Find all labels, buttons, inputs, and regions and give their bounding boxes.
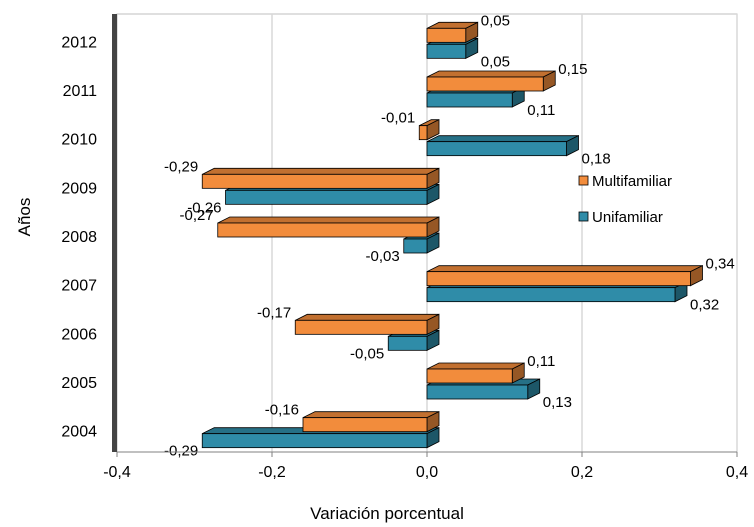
data-label-multifamiliar: -0,17 [257, 304, 291, 321]
data-label-multifamiliar: -0,27 [180, 207, 214, 224]
bar-front [201, 433, 428, 449]
data-label-multifamiliar: -0,01 [381, 110, 415, 127]
bar-front [302, 417, 428, 433]
bar-front [426, 287, 676, 303]
bar-top-face [426, 135, 579, 143]
bar-unifamiliar-2010 [426, 135, 579, 157]
bar-top-face [202, 167, 440, 175]
bar-front [426, 384, 529, 400]
bar-unifamiliar-2008 [403, 232, 440, 254]
bar-front [225, 189, 428, 205]
data-label-unifamiliar: 0,32 [690, 297, 719, 314]
x-tick-label: 0,0 [416, 464, 438, 481]
bar-top-face [426, 362, 525, 370]
bar-labels: 0,05 0,05 0,15 0,11 -0,01 0,18 -0,29 -0,26-0,27… [164, 12, 735, 459]
y-tick-label: 2011 [63, 83, 98, 100]
y-tick-label: 2009 [61, 180, 97, 197]
y-tick-label: 2010 [61, 132, 97, 149]
x-tick-label: -0,4 [103, 464, 131, 481]
bar-multifamiliar-2009 [201, 167, 440, 189]
legend-swatch-multifamiliar [578, 175, 589, 186]
bar-multifamiliar-2006 [294, 313, 440, 335]
bar-multifamiliar-2004 [302, 411, 440, 433]
back-wall [112, 14, 117, 452]
bar-front [426, 76, 544, 92]
bar-top-face [426, 265, 703, 273]
y-axis-ticks: 2012 2011 2010 2009 2008 2007 2006 2005 2004 [61, 34, 97, 440]
bar-front [426, 271, 691, 287]
legend-swatch-unifamiliar [578, 211, 589, 222]
bar-front [426, 368, 513, 384]
bar-multifamiliar-2005 [426, 362, 525, 384]
bar-top-face [426, 70, 556, 78]
data-label-multifamiliar: -0,29 [164, 158, 198, 175]
bars [201, 21, 703, 449]
data-label-multifamiliar: 0,34 [706, 256, 735, 273]
y-tick-label: 2007 [61, 278, 97, 295]
legend-label-multifamiliar: Multifamiliar [592, 173, 672, 190]
x-tick-label: 0,4 [726, 464, 748, 481]
bar-multifamiliar-2011 [426, 70, 556, 92]
bar-front [387, 335, 428, 351]
data-label-unifamiliar: -0,05 [350, 345, 384, 362]
data-label-unifamiliar: -0,26 [187, 199, 221, 216]
y-axis-title: Años [15, 198, 34, 237]
bar-multifamiliar-2010 [418, 119, 440, 141]
data-label-unifamiliar: 0,18 [582, 151, 611, 168]
bar-top-face [302, 411, 440, 419]
data-label-unifamiliar: 0,11 [527, 102, 555, 119]
bar-multifamiliar-2007 [426, 265, 703, 287]
bar-front [426, 92, 513, 108]
bar-front [426, 141, 567, 157]
bar-front [418, 125, 428, 141]
data-label-multifamiliar: 0,11 [527, 353, 555, 370]
data-label-multifamiliar: 0,15 [558, 61, 587, 78]
bar-front [426, 43, 467, 59]
data-label-unifamiliar: -0,29 [164, 443, 198, 460]
x-axis-ticks: -0,4 -0,2 0,0 0,2 0,4 [103, 452, 748, 481]
data-label-multifamiliar: -0,16 [265, 402, 299, 419]
bar-top-face [295, 313, 440, 321]
data-label-unifamiliar: 0,05 [481, 53, 510, 70]
y-tick-label: 2005 [61, 375, 97, 392]
bar-front [217, 222, 428, 238]
y-tick-label: 2008 [61, 229, 97, 246]
bar-front [403, 238, 428, 254]
bar-multifamiliar-2008 [217, 216, 440, 238]
y-tick-label: 2004 [61, 424, 97, 441]
bar-front [294, 319, 428, 335]
x-tick-label: -0,2 [258, 464, 286, 481]
data-label-multifamiliar: 0,05 [481, 12, 510, 29]
x-tick-label: 0,2 [571, 464, 593, 481]
bar-front [201, 173, 428, 189]
data-label-unifamiliar: -0,03 [366, 248, 400, 265]
legend-label-unifamiliar: Unifamiliar [592, 209, 663, 226]
y-tick-label: 2012 [61, 34, 97, 51]
bar-front [426, 27, 467, 43]
bar-top-face [217, 216, 440, 224]
legend: Multifamiliar Unifamiliar [578, 173, 672, 226]
y-tick-label: 2006 [61, 326, 97, 343]
x-axis-title: Variación porcentual [310, 504, 464, 523]
data-label-unifamiliar: 0,13 [543, 394, 572, 411]
bar-multifamiliar-2012 [426, 21, 479, 43]
bar-unifamiliar-2012 [426, 37, 479, 59]
